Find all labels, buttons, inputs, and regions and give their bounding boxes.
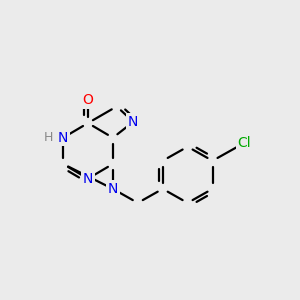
- Text: N: N: [108, 182, 118, 196]
- Text: H: H: [44, 131, 53, 144]
- Text: N: N: [83, 172, 93, 186]
- Text: O: O: [82, 93, 93, 107]
- Text: N: N: [128, 115, 139, 129]
- Text: N: N: [58, 131, 68, 145]
- Text: Cl: Cl: [238, 136, 251, 150]
